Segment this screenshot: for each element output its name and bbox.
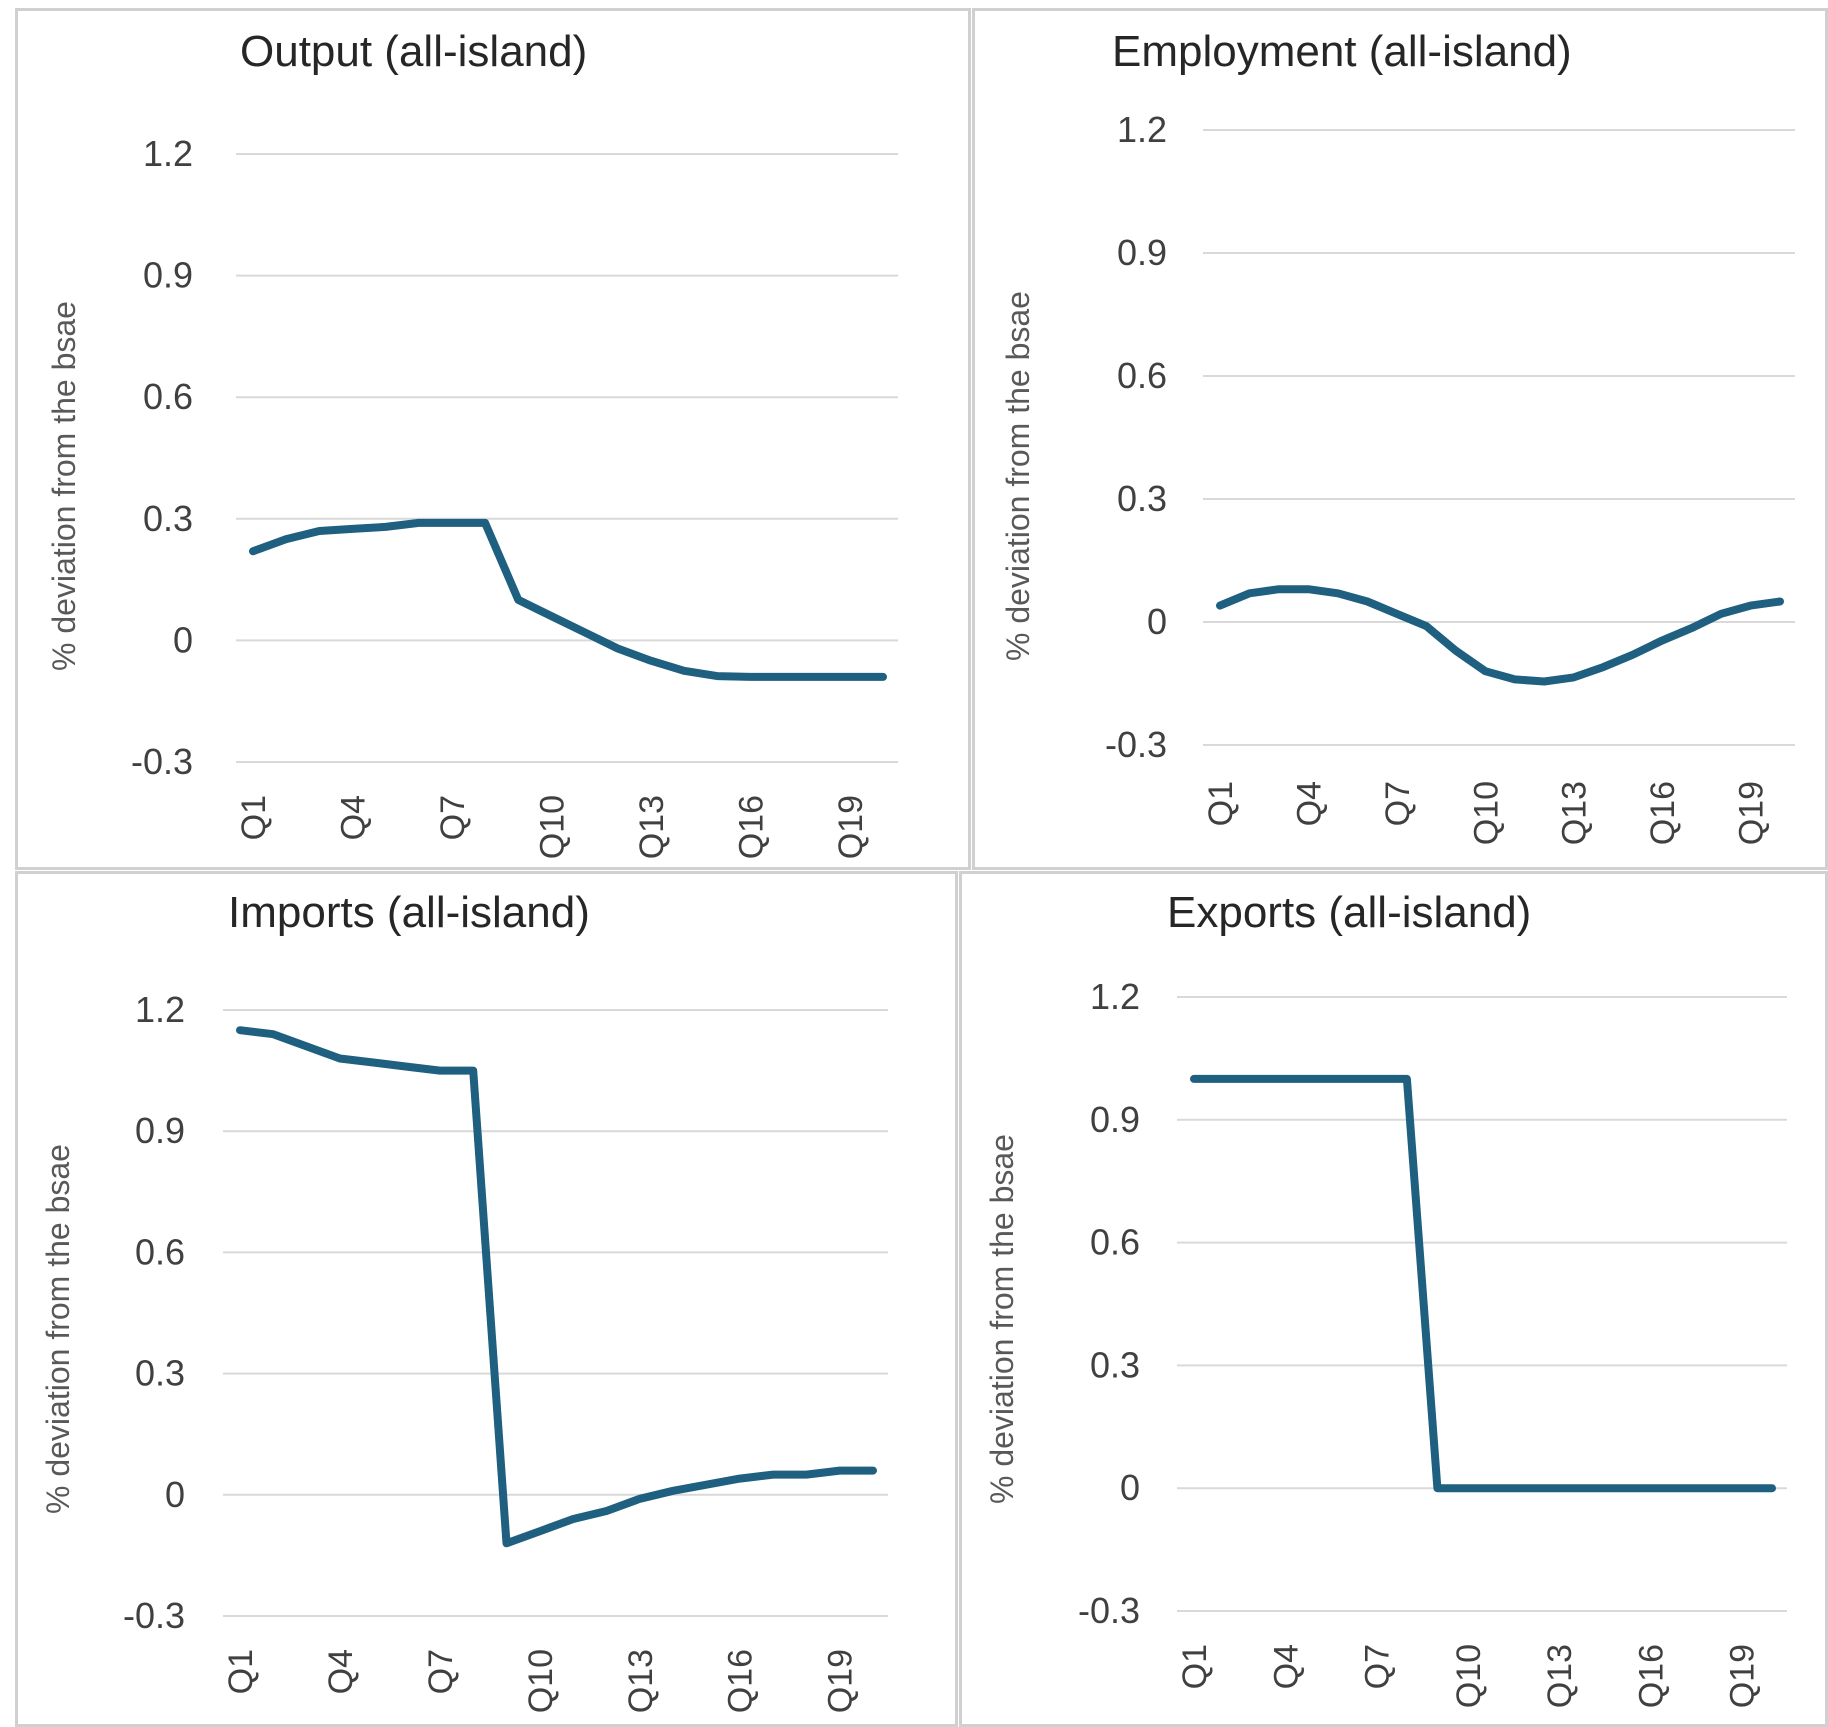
y-tick-label: -0.3	[1105, 724, 1167, 765]
employment-line-chart: 1.2 0.9 0.6 0.3 0 -0.3 Q1 Q4 Q7 Q10 Q13 Q16 Q19	[1105, 109, 1795, 845]
chart-title: Output (all-island)	[240, 27, 588, 76]
x-tick-label: Q19	[1733, 781, 1771, 845]
y-tick-label: 1.2	[1090, 976, 1140, 1017]
y-tick-label: 0.6	[1090, 1222, 1140, 1263]
imports-chart-panel: Imports (all-island) % deviation from th…	[15, 871, 958, 1727]
output-chart-panel: Output (all-island) % deviation from the…	[15, 8, 971, 870]
x-tick-label: Q4	[322, 1649, 360, 1694]
y-tick-label: -0.3	[131, 741, 193, 782]
x-tick-label: Q19	[822, 1649, 860, 1713]
imports-line-chart: 1.2 0.9 0.6 0.3 0 -0.3 Q1 Q4 Q7 Q10 Q13 Q16 Q19	[123, 989, 888, 1713]
x-tick-label: Q1	[235, 795, 273, 840]
y-tick-label: 0.6	[143, 376, 193, 417]
y-tick-label: 0	[173, 619, 193, 660]
chart-title: Employment (all-island)	[1112, 27, 1572, 76]
x-tick-label: Q19	[1724, 1644, 1762, 1708]
y-tick-label: 1.2	[143, 133, 193, 174]
y-tick-label: 0.3	[135, 1353, 185, 1394]
chart-title: Imports (all-island)	[228, 888, 590, 937]
y-tick-label: 0	[1147, 601, 1167, 642]
x-tick-label: Q13	[622, 1649, 660, 1713]
x-tick-label: Q7	[434, 795, 472, 840]
y-tick-label: 1.2	[135, 989, 185, 1030]
y-tick-label: 0	[165, 1474, 185, 1515]
x-tick-label: Q10	[1450, 1644, 1488, 1708]
x-tick-label: Q4	[1267, 1644, 1305, 1689]
exports-line-chart: 1.2 0.9 0.6 0.3 0 -0.3 Q1 Q4 Q7 Q10 Q13 Q16 Q19	[1078, 976, 1787, 1708]
x-tick-label: Q16	[1632, 1644, 1670, 1708]
y-tick-label: 0.9	[135, 1110, 185, 1151]
x-tick-label: Q19	[832, 795, 870, 859]
x-tick-label: Q16	[722, 1649, 760, 1713]
y-tick-label: 0.3	[143, 498, 193, 539]
employment-chart-panel: Employment (all-island) % deviation from…	[972, 8, 1828, 870]
x-tick-label: Q1	[1202, 781, 1240, 826]
y-tick-label: 0	[1120, 1467, 1140, 1508]
series-line	[1190, 1074, 1776, 1493]
x-tick-label: Q7	[1359, 1644, 1397, 1689]
exports-chart-panel: Exports (all-island) % deviation from th…	[959, 871, 1828, 1727]
y-tick-label: 0.6	[1117, 355, 1167, 396]
x-tick-label: Q13	[1541, 1644, 1579, 1708]
x-tick-label: Q16	[1644, 781, 1682, 845]
x-tick-label: Q1	[1176, 1644, 1214, 1689]
y-tick-label: 0.9	[1090, 1099, 1140, 1140]
x-tick-label: Q16	[732, 795, 770, 859]
y-tick-label: 0.9	[143, 255, 193, 296]
x-tick-label: Q10	[1467, 781, 1505, 845]
chart-title: Exports (all-island)	[1167, 888, 1532, 937]
x-tick-label: Q10	[533, 795, 571, 859]
y-tick-label: 0.3	[1090, 1344, 1140, 1385]
output-line-chart: 1.2 0.9 0.6 0.3 0 -0.3 Q1 Q4 Q7 Q10 Q13 Q16 Q19	[131, 133, 898, 859]
y-tick-label: 1.2	[1117, 109, 1167, 150]
series-line	[1216, 585, 1784, 686]
x-tick-label: Q7	[422, 1649, 460, 1694]
x-tick-label: Q4	[334, 795, 372, 840]
y-tick-label: 0.3	[1117, 478, 1167, 519]
y-tick-label: -0.3	[123, 1595, 185, 1636]
x-tick-label: Q1	[222, 1649, 260, 1694]
x-tick-label: Q7	[1379, 781, 1417, 826]
x-tick-label: Q13	[633, 795, 671, 859]
x-tick-label: Q4	[1290, 781, 1328, 826]
y-tick-label: 0.9	[1117, 232, 1167, 273]
y-tick-label: 0.6	[135, 1231, 185, 1272]
x-tick-label: Q10	[522, 1649, 560, 1713]
series-line	[236, 1026, 877, 1548]
x-tick-label: Q13	[1556, 781, 1594, 845]
series-line	[249, 518, 887, 681]
y-tick-label: -0.3	[1078, 1590, 1140, 1631]
